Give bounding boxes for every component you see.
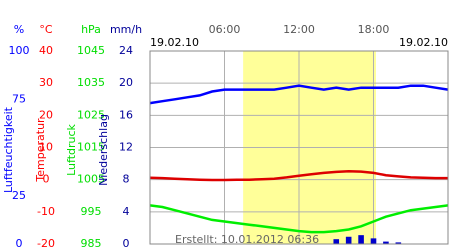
precip-bar (370, 238, 377, 244)
y-tick-label: 8 (123, 173, 130, 186)
x-tick-label: 18:00 (358, 23, 390, 36)
x-tick-label: 12:00 (283, 23, 315, 36)
y-tick-label: 16 (119, 108, 133, 121)
y-tick-label: 12 (119, 141, 133, 154)
y-tick-label: 1035 (77, 76, 105, 89)
precip-bar (395, 242, 402, 244)
y-tick-label: 1005 (77, 173, 105, 186)
series-line (149, 84, 449, 105)
y-tick-label: 75 (12, 92, 26, 105)
y-tick-label: 20 (39, 108, 53, 121)
axis-unit: °C (39, 23, 53, 36)
y-tick-label: 1015 (77, 141, 105, 154)
y-tick-label: 100 (9, 44, 30, 57)
precip-bar (333, 239, 340, 244)
y-tick-label: 985 (81, 237, 102, 250)
y-tick-label: 25 (12, 189, 26, 202)
series-line (149, 170, 448, 182)
y-tick-label: 4 (123, 205, 130, 218)
created-note: Erstellt: 10.01.2012 06:36 (175, 233, 319, 246)
x-tick-label: 06:00 (209, 23, 241, 36)
axis-title: Temperatur (34, 118, 47, 183)
y-tick-label: 20 (119, 76, 133, 89)
axis-title: Niederschlag (97, 114, 110, 186)
axis-title: Luftdruck (65, 123, 78, 175)
date-right: 19.02.10 (399, 36, 448, 49)
y-tick-label: -20 (37, 237, 55, 250)
y-tick-label: 995 (81, 205, 102, 218)
axis-unit: mm/h (110, 23, 142, 36)
axis-unit: hPa (81, 23, 101, 36)
precip-bar (358, 235, 364, 244)
y-tick-label: 1045 (77, 44, 105, 57)
y-tick-label: 40 (39, 44, 53, 57)
series-line (149, 204, 449, 234)
plot-border (149, 50, 449, 245)
y-tick-label: 10 (39, 141, 53, 154)
y-tick-label: 0 (43, 173, 50, 186)
axis-title: Luftfeuchtigkeit (2, 106, 15, 193)
axis-unit: % (14, 23, 24, 36)
precip-bar (345, 236, 352, 244)
precip-bar (383, 241, 389, 244)
y-tick-label: 1025 (77, 108, 105, 121)
date-left: 19.02.10 (150, 36, 199, 49)
y-tick-label: -10 (37, 205, 55, 218)
y-tick-label: 0 (123, 237, 130, 250)
y-tick-label: 0 (16, 237, 23, 250)
y-tick-label: 30 (39, 76, 53, 89)
y-tick-label: 24 (119, 44, 133, 57)
